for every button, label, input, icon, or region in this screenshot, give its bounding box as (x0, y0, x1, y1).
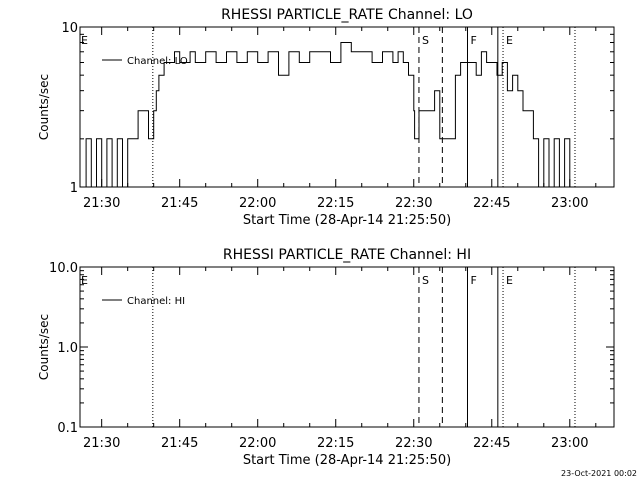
panel1-x-tick-label: 21:30 (83, 196, 120, 211)
panel2-y-tick-label: 1.0 (57, 341, 78, 356)
panel2-plot-frame (79, 266, 615, 428)
panel2-y-tick-label: 10.0 (49, 261, 78, 276)
panel1-x-tick-label: 23:00 (551, 196, 588, 211)
panel1-y-tick-label: 10 (61, 21, 78, 36)
panel1-series-line (80, 42, 579, 188)
panel1-y-axis-label: Counts/sec (37, 74, 51, 140)
panel2-x-tick-label: 22:30 (395, 436, 432, 451)
panel2-edge-label: E (81, 274, 88, 287)
panel1-legend-label: Channel: LO (127, 56, 188, 67)
panel1-x-axis-label: Start Time (28-Apr-14 21:25:50) (243, 213, 451, 228)
footer-timestamp: 23-Oct-2021 00:02 (561, 469, 637, 478)
panel2-marker-label: F (470, 274, 476, 287)
panel2-x-tick-label: 22:45 (473, 436, 510, 451)
panel1-plot-frame (79, 26, 615, 188)
panel1-edge-label: E (81, 34, 88, 47)
panel1-x-tick-label: 22:45 (473, 196, 510, 211)
panel2-x-tick-label: 21:30 (83, 436, 120, 451)
panel2-marker-label: S (422, 274, 429, 287)
panel1-y-tick-label: 1 (70, 181, 78, 196)
panel1-marker-label: F (470, 34, 476, 47)
panel2-x-tick-label: 22:00 (239, 436, 276, 451)
panel2-legend-label: Channel: HI (127, 296, 185, 307)
panel1-x-tick-label: 22:30 (395, 196, 432, 211)
panel1-x-tick-label: 21:45 (161, 196, 198, 211)
panel2-x-tick-label: 21:45 (161, 436, 198, 451)
panel2-chart-title: RHESSI PARTICLE_RATE Channel: HI (223, 247, 471, 263)
panel2-x-tick-label: 22:15 (317, 436, 354, 451)
panel1-marker-label: E (506, 34, 513, 47)
panel2-y-axis-label: Counts/sec (37, 314, 51, 380)
panel1-chart-title: RHESSI PARTICLE_RATE Channel: LO (221, 7, 473, 23)
panel2-y-tick-label: 0.1 (57, 421, 78, 436)
panel2-x-tick-label: 23:00 (551, 436, 588, 451)
panel1-marker-label: S (422, 34, 429, 47)
panel2-x-axis-label: Start Time (28-Apr-14 21:25:50) (243, 453, 451, 468)
panel1-x-tick-label: 22:15 (317, 196, 354, 211)
panel1-x-tick-label: 22:00 (239, 196, 276, 211)
panel2-marker-label: E (506, 274, 513, 287)
